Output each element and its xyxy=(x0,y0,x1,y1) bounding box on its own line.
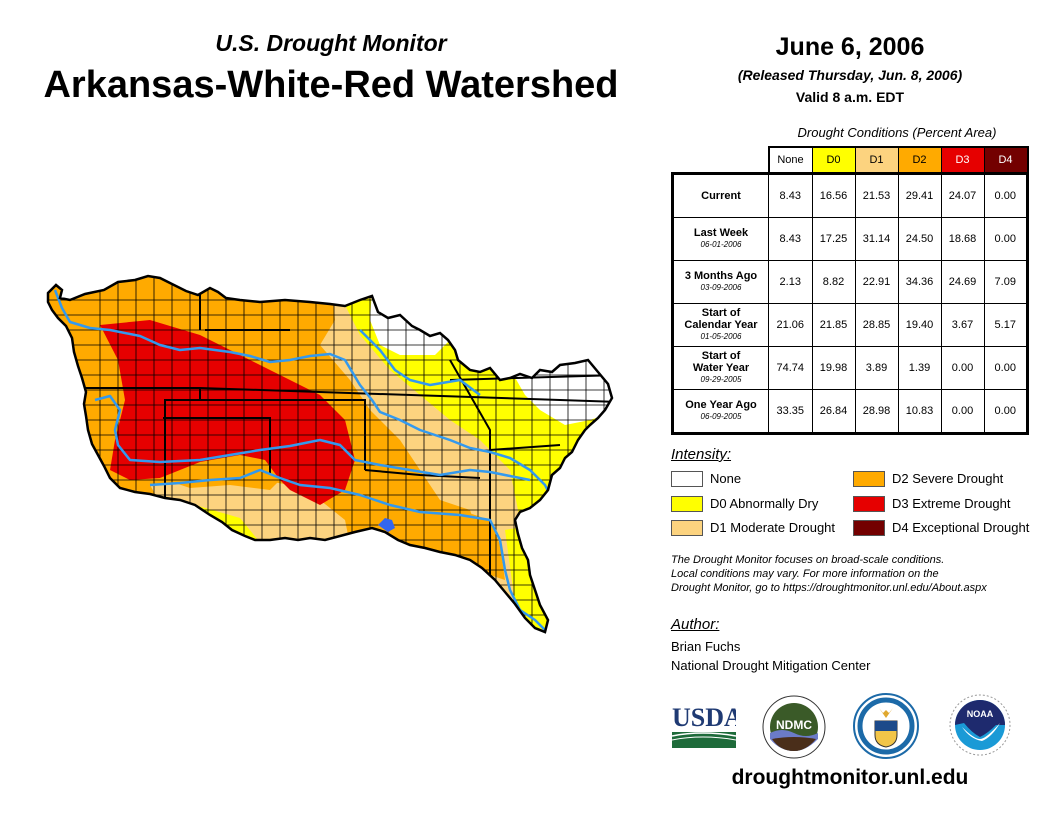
cell-d3: 18.68 xyxy=(940,217,985,261)
cell-d0: 8.82 xyxy=(811,260,856,304)
cell-d2: 29.41 xyxy=(897,172,942,218)
author-name: Brian Fuchs xyxy=(671,639,741,654)
cell-none: 8.43 xyxy=(768,172,813,218)
legend-swatch xyxy=(671,520,703,536)
col-d2: D2 xyxy=(897,146,942,174)
row-label: Start of Calendar Year 01-05-2006 xyxy=(671,303,769,347)
cell-d1: 21.53 xyxy=(854,172,899,218)
row-label: One Year Ago 06-09-2005 xyxy=(671,389,769,435)
cell-none: 21.06 xyxy=(768,303,813,347)
cell-d4: 5.17 xyxy=(983,303,1029,347)
ndmc-logo: NDMC xyxy=(762,695,826,759)
drought-conditions-table: None D0 D1 D2 D3 D4 Current 8.43 16.56 2… xyxy=(671,146,1029,435)
state-boundaries xyxy=(60,276,612,600)
valid-time: Valid 8 a.m. EDT xyxy=(795,89,905,105)
usda-logo: USDA xyxy=(672,703,736,748)
cell-d2: 1.39 xyxy=(897,346,942,390)
table-row: Current 8.43 16.56 21.53 29.41 24.07 0.0… xyxy=(671,172,1029,218)
svg-text:USDA: USDA xyxy=(672,703,736,732)
svg-text:NOAA: NOAA xyxy=(967,709,994,719)
cell-none: 33.35 xyxy=(768,389,813,435)
canadian-river xyxy=(94,394,531,482)
col-d1: D1 xyxy=(854,146,899,174)
noaa-logo: NOAA xyxy=(949,694,1011,756)
cell-d3: 24.69 xyxy=(940,260,985,304)
table-caption: Drought Conditions (Percent Area) xyxy=(797,125,997,140)
author-heading: Author: xyxy=(671,616,720,633)
col-d3: D3 xyxy=(940,146,985,174)
cell-d3: 24.07 xyxy=(940,172,985,218)
cell-none: 74.74 xyxy=(768,346,813,390)
lake-texoma xyxy=(378,518,395,532)
cell-d3: 0.00 xyxy=(940,346,985,390)
watershed-map xyxy=(46,274,614,634)
row-label: Start of Water Year 09-29-2005 xyxy=(671,346,769,390)
cell-d3: 3.67 xyxy=(940,303,985,347)
cell-d0: 26.84 xyxy=(811,389,856,435)
cell-d4: 7.09 xyxy=(983,260,1029,304)
white-river xyxy=(359,329,481,396)
cell-d0: 17.25 xyxy=(811,217,856,261)
row-label: Last Week 06-01-2006 xyxy=(671,217,769,261)
table-row: One Year Ago 06-09-2005 33.35 26.84 28.98… xyxy=(671,389,1029,435)
map-title: Arkansas-White-Red Watershed xyxy=(43,64,619,106)
red-river xyxy=(149,468,546,631)
author-info: Brian Fuchs National Drought Mitigation … xyxy=(671,637,870,675)
row-label: Current xyxy=(671,172,769,218)
cell-d0: 19.98 xyxy=(811,346,856,390)
cell-none: 8.43 xyxy=(768,217,813,261)
cell-d2: 34.36 xyxy=(897,260,942,304)
cell-d0: 16.56 xyxy=(811,172,856,218)
legend-swatch xyxy=(671,471,703,487)
release-date: (Released Thursday, Jun. 8, 2006) xyxy=(737,67,963,83)
map-date: June 6, 2006 xyxy=(775,33,925,61)
legend-title: Intensity: xyxy=(671,446,732,463)
svg-text:NDMC: NDMC xyxy=(776,718,812,732)
table-row: Last Week 06-01-2006 8.43 17.25 31.14 24.… xyxy=(671,217,1029,261)
cell-d3: 0.00 xyxy=(940,389,985,435)
legend-swatch xyxy=(853,496,885,512)
table-row: Start of Water Year 09-29-2005 74.74 19.98… xyxy=(671,346,1029,390)
legend-swatch xyxy=(671,496,703,512)
cell-d4: 0.00 xyxy=(983,172,1029,218)
col-d4: D4 xyxy=(983,146,1029,174)
row-label: 3 Months Ago 03-09-2006 xyxy=(671,260,769,304)
cell-d1: 3.89 xyxy=(854,346,899,390)
cell-d2: 19.40 xyxy=(897,303,942,347)
cell-d2: 24.50 xyxy=(897,217,942,261)
rivers xyxy=(53,289,552,631)
cell-d0: 21.85 xyxy=(811,303,856,347)
table-header-row: None D0 D1 D2 D3 D4 xyxy=(673,146,1029,174)
cell-d4: 0.00 xyxy=(983,389,1029,435)
cell-d2: 10.83 xyxy=(897,389,942,435)
author-org: National Drought Mitigation Center xyxy=(671,658,871,673)
commerce-seal-logo xyxy=(853,693,919,759)
d3-region xyxy=(100,320,355,505)
col-d0: D0 xyxy=(811,146,856,174)
cell-d4: 0.00 xyxy=(983,346,1029,390)
website-url[interactable]: droughtmonitor.unl.edu xyxy=(731,766,969,789)
cell-d1: 31.14 xyxy=(854,217,899,261)
cell-d4: 0.00 xyxy=(983,217,1029,261)
legend-swatch xyxy=(853,471,885,487)
table-row: Start of Calendar Year 01-05-2006 21.06 21… xyxy=(671,303,1029,347)
cell-d1: 22.91 xyxy=(854,260,899,304)
cell-d1: 28.85 xyxy=(854,303,899,347)
table-row: 3 Months Ago 03-09-2006 2.13 8.82 22.91 3… xyxy=(671,260,1029,304)
arkansas-river xyxy=(53,289,552,496)
col-none: None xyxy=(767,146,813,174)
cell-none: 2.13 xyxy=(768,260,813,304)
cell-d1: 28.98 xyxy=(854,389,899,435)
map-subtitle: U.S. Drought Monitor xyxy=(215,30,447,56)
legend-swatch xyxy=(853,520,885,536)
disclaimer-note: The Drought Monitor focuses on broad-sca… xyxy=(671,554,987,594)
